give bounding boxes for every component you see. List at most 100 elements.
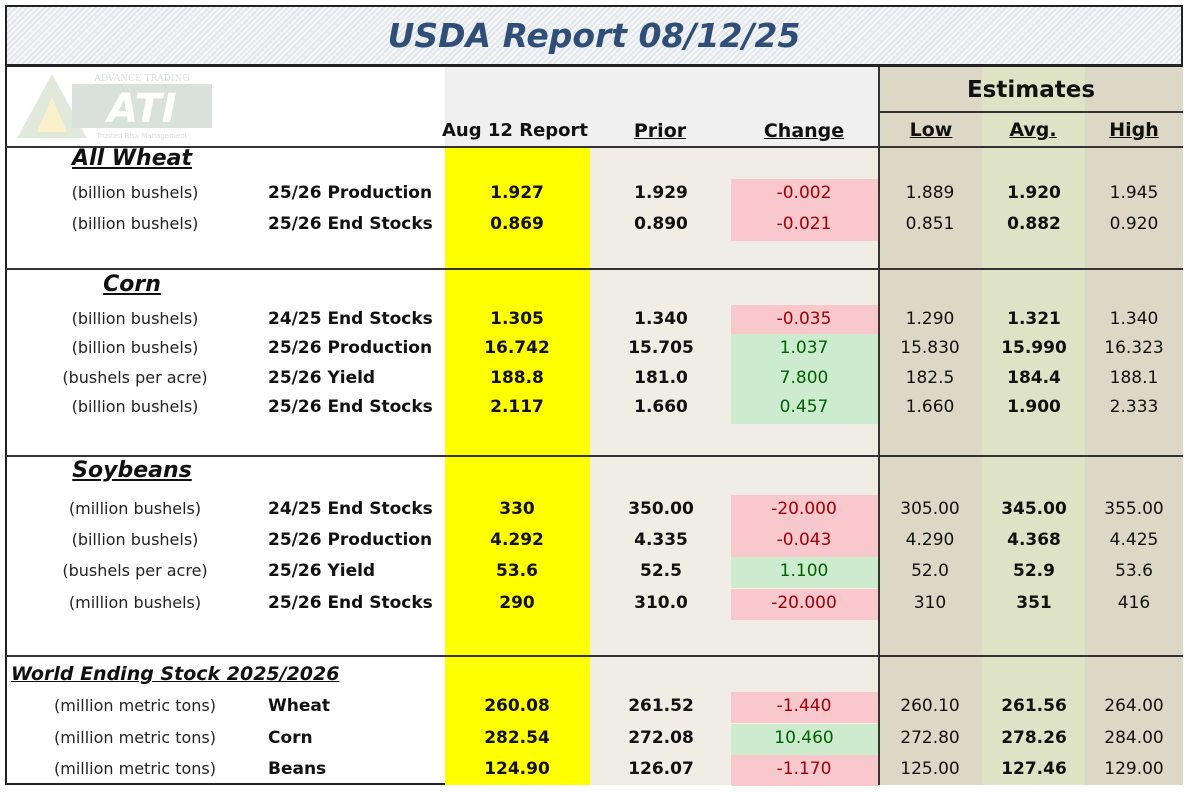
row-unit: (million metric tons) [53, 728, 217, 747]
row-name: Wheat [268, 696, 330, 716]
prior-value: 1.340 [634, 309, 688, 329]
prior-value: 1.929 [634, 183, 688, 203]
low-estimate: 15.830 [900, 338, 960, 358]
section-title: Soybeans [72, 458, 192, 483]
change-value: -20.000 [771, 593, 837, 613]
svg-text:ATI: ATI [104, 86, 176, 132]
row-name: Corn [268, 728, 313, 748]
change-value: 1.100 [779, 561, 829, 581]
low-estimate: 182.5 [905, 368, 955, 388]
report-value: 188.8 [490, 368, 544, 388]
report-value: 124.90 [484, 759, 550, 779]
high-estimate: 53.6 [1115, 561, 1153, 581]
high-estimate: 2.333 [1109, 397, 1159, 417]
title-bar: USDA Report 08/12/25 [5, 5, 1183, 67]
svg-text:ADVANCE TRADING: ADVANCE TRADING [93, 74, 189, 84]
change-value: 7.800 [779, 368, 829, 388]
avg-estimate: 278.26 [1001, 728, 1067, 748]
section-title: Corn [103, 272, 161, 297]
section-title: All Wheat [72, 146, 192, 171]
avg-estimate: 15.990 [1001, 338, 1067, 358]
row-unit: (million bushels) [68, 593, 202, 612]
row-name: 25/26 Production [268, 338, 433, 358]
high-estimate: 16.323 [1104, 338, 1164, 358]
change-value: -0.021 [776, 214, 832, 234]
report-column-highlight [445, 147, 590, 785]
ati-logo: ATI ADVANCE TRADING Trusted Risk Managem… [17, 74, 212, 140]
row-name: 25/26 Yield [268, 368, 376, 388]
avg-estimate: 1.920 [1007, 183, 1061, 203]
prior-value: 272.08 [628, 728, 694, 748]
avg-estimate: 345.00 [1001, 499, 1067, 519]
header-avg: Avg. [1009, 119, 1057, 141]
divider [878, 111, 1183, 113]
high-estimate: 129.00 [1104, 759, 1164, 779]
report-value: 1.305 [490, 309, 544, 329]
high-estimate: 284.00 [1104, 728, 1164, 748]
change-value: 10.460 [774, 728, 834, 748]
prior-value: 261.52 [628, 696, 694, 716]
svg-text:Trusted Risk Management: Trusted Risk Management [96, 132, 188, 140]
row-name: 24/25 End Stocks [268, 499, 433, 519]
row-unit: (billion bushels) [71, 397, 199, 416]
row-unit: (billion bushels) [71, 530, 199, 549]
prior-value: 181.0 [634, 368, 688, 388]
high-estimate: 188.1 [1109, 368, 1159, 388]
low-estimate: 1.889 [905, 183, 955, 203]
row-name: Beans [268, 759, 327, 779]
prior-value: 1.660 [634, 397, 688, 417]
report-value: 2.117 [490, 397, 544, 417]
change-cell-background [731, 526, 878, 557]
low-estimate: 260.10 [900, 696, 960, 716]
low-estimate: 305.00 [900, 499, 960, 519]
prior-value: 126.07 [628, 759, 694, 779]
low-estimate: 1.290 [905, 309, 955, 329]
report-value: 1.927 [490, 183, 544, 203]
change-cell-background [731, 334, 878, 365]
section-divider [5, 268, 1183, 270]
section-divider [5, 655, 1183, 657]
change-cell-background [731, 724, 878, 755]
row-unit: (bushels per acre) [62, 561, 208, 580]
change-value: -0.002 [776, 183, 832, 203]
report-value: 330 [499, 499, 535, 519]
avg-estimate: 1.900 [1007, 397, 1061, 417]
low-estimate: 0.851 [905, 214, 955, 234]
prior-value: 310.0 [634, 593, 688, 613]
row-name: 25/26 Production [268, 530, 433, 550]
row-name: 25/26 Yield [268, 561, 376, 581]
change-cell-background [731, 364, 878, 395]
change-value: -1.170 [776, 759, 832, 779]
header-change: Change [763, 120, 845, 142]
avg-column-highlight [982, 67, 1085, 785]
report-value: 260.08 [484, 696, 550, 716]
row-name: 25/26 End Stocks [268, 214, 433, 234]
row-name: 25/26 Production [268, 183, 433, 203]
row-unit: (billion bushels) [71, 338, 199, 357]
change-cell-background [731, 179, 878, 210]
header-low: Low [909, 119, 953, 141]
report-value: 282.54 [484, 728, 550, 748]
header-background [445, 67, 878, 147]
high-estimate: 0.920 [1109, 214, 1159, 234]
avg-estimate: 1.321 [1007, 309, 1061, 329]
page-title: USDA Report 08/12/25 [387, 16, 801, 55]
low-estimate: 1.660 [905, 397, 955, 417]
change-cell-background [731, 755, 878, 786]
change-cell-background [731, 589, 878, 620]
change-cell-background [731, 305, 878, 336]
low-estimate: 4.290 [905, 530, 955, 550]
report-value: 290 [499, 593, 535, 613]
row-unit: (million metric tons) [53, 696, 217, 715]
avg-estimate: 0.882 [1007, 214, 1061, 234]
change-value: 0.457 [779, 397, 829, 417]
prior-value: 4.335 [634, 530, 688, 550]
change-value: -1.440 [776, 696, 832, 716]
avg-estimate: 261.56 [1001, 696, 1067, 716]
low-estimate: 310 [913, 593, 947, 613]
prior-value: 15.705 [628, 338, 694, 358]
high-estimate: 416 [1117, 593, 1151, 613]
row-unit: (million bushels) [68, 499, 202, 518]
avg-estimate: 52.9 [1013, 561, 1055, 581]
avg-estimate: 351 [1016, 593, 1052, 613]
